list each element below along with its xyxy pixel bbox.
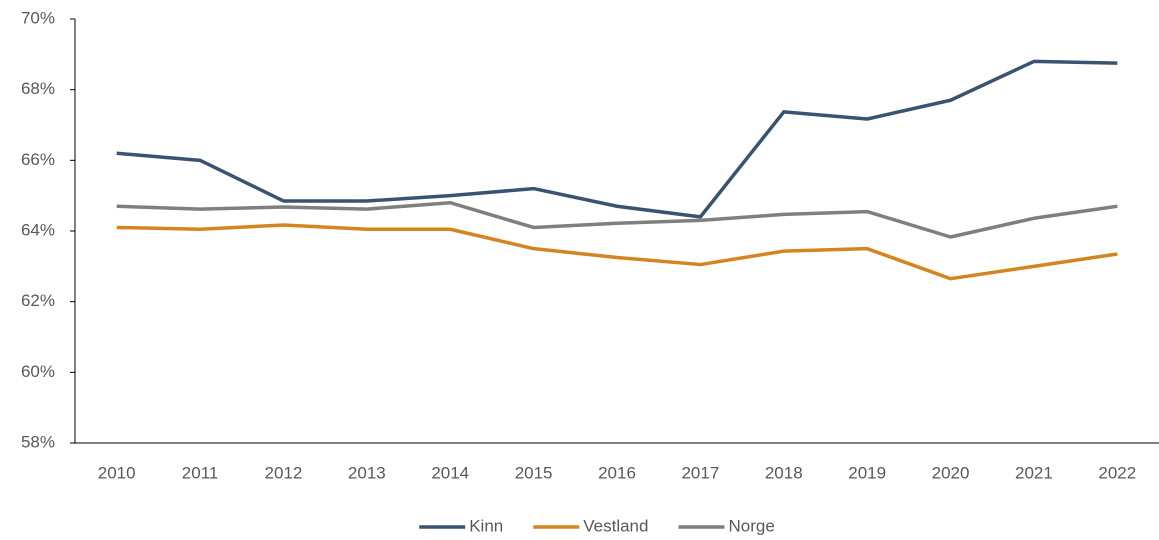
x-tick-label: 2011 bbox=[182, 463, 219, 482]
series-line bbox=[116, 200, 1118, 239]
y-tick-label: 58% bbox=[21, 432, 55, 451]
y-tick-label: 62% bbox=[21, 291, 55, 310]
x-tick-label: 2013 bbox=[348, 463, 386, 482]
series-line bbox=[116, 223, 1118, 281]
y-tick-label: 70% bbox=[21, 8, 55, 27]
series-line bbox=[116, 59, 1118, 219]
legend-label: Vestland bbox=[583, 516, 648, 535]
x-tick-label: 2016 bbox=[598, 463, 636, 482]
x-tick-label: 2012 bbox=[265, 463, 303, 482]
x-tick-label: 2014 bbox=[431, 463, 469, 482]
x-tick-label: 2017 bbox=[681, 463, 719, 482]
x-tick-label: 2018 bbox=[765, 463, 803, 482]
x-tick-label: 2020 bbox=[932, 463, 970, 482]
legend-label: Norge bbox=[728, 516, 774, 535]
y-tick-label: 66% bbox=[21, 150, 55, 169]
legend-label: Kinn bbox=[469, 516, 503, 535]
x-tick-label: 2022 bbox=[1098, 463, 1136, 482]
y-tick-label: 64% bbox=[21, 220, 55, 239]
x-tick-label: 2015 bbox=[515, 463, 553, 482]
y-tick-label: 68% bbox=[21, 79, 55, 98]
x-tick-label: 2019 bbox=[848, 463, 886, 482]
x-tick-label: 2021 bbox=[1015, 463, 1053, 482]
x-tick-label: 2010 bbox=[98, 463, 136, 482]
y-tick-label: 60% bbox=[21, 362, 55, 381]
